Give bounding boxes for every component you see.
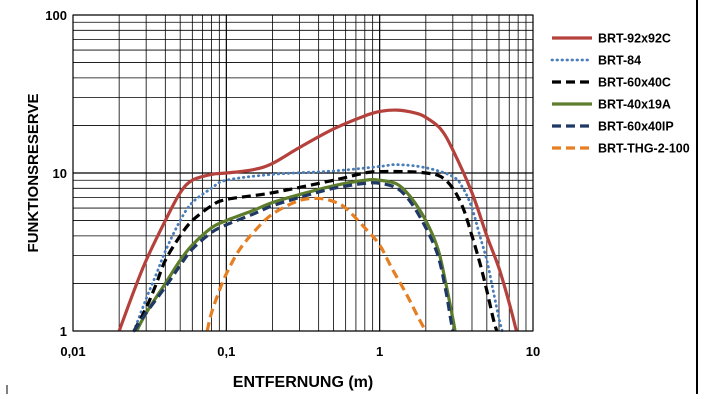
x-tick-labels: 0,01 0,1 1 10 [60,344,540,359]
legend-label: BRT-THG-2-100 [598,142,690,156]
y-tick-label: 100 [45,8,67,23]
legend-label: BRT-92x92C [598,32,671,46]
x-tick-label: 0,01 [60,344,85,359]
legend-label: BRT-60x40IP [598,120,674,134]
legend-label: BRT-40x19A [598,98,671,112]
y-tick-label: 10 [53,166,67,181]
legend-label: BRT-84 [598,54,641,68]
legend-label: BRT-60x40C [598,76,671,90]
y-axis-label: FUNKTIONSRESERVE [25,94,42,253]
x-tick-label: 1 [376,344,383,359]
series-line-brt-84 [132,163,504,333]
y-tick-label: 1 [60,324,67,339]
x-tick-label: 0,1 [217,344,235,359]
x-tick-label: 10 [526,344,540,359]
series-layer [117,108,518,333]
x-axis-label: ENTFERNUNG (m) [233,374,373,391]
series-line-brt-thg-2-100 [205,196,428,332]
y-tick-labels: 1 10 100 [45,8,67,339]
series-line-brt-60x40c [132,169,499,332]
plot-frame [72,14,534,332]
series-line-brt-60x40ip [132,181,455,332]
series-line-brt-40x19a [135,178,457,332]
series-line-brt-92x92c [117,108,518,332]
legend: BRT-92x92C BRT-84 BRT-60x40C BRT-40x19A BRT-… [550,32,690,156]
